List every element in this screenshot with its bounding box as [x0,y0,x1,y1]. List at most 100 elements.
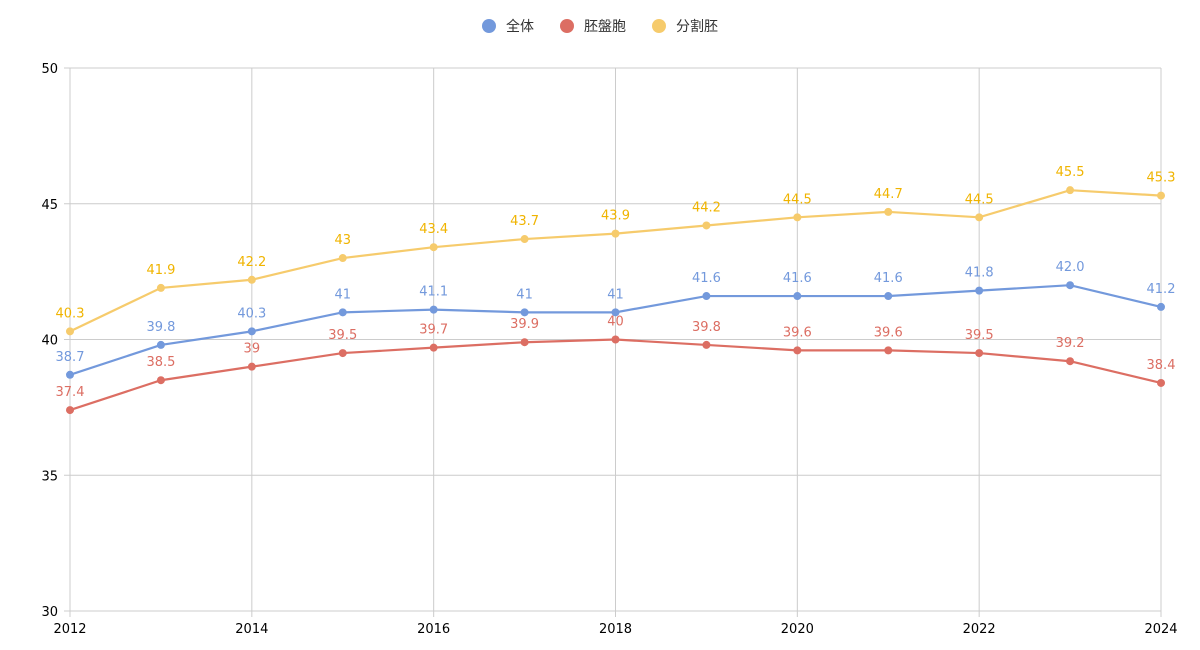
data-point [429,343,438,352]
data-point [66,370,74,379]
data-label: 39.7 [419,323,448,338]
legend-item-cleavage[interactable]: 分割胚 [652,16,718,36]
legend-swatch [652,19,666,33]
data-point [338,308,347,317]
data-point [702,340,711,349]
data-label: 39.8 [146,320,175,335]
data-label: 43 [334,233,351,248]
data-label: 39.2 [1056,336,1085,351]
data-label: 39.5 [328,328,357,343]
data-point [338,349,347,358]
x-tick-label: 2022 [963,622,996,637]
data-point [66,327,74,336]
legend-label: 全体 [506,19,534,35]
data-point [66,406,74,415]
data-point [611,335,620,344]
data-label: 37.4 [56,385,85,400]
data-point [884,207,893,216]
data-point [1066,186,1075,195]
data-point [975,213,984,222]
data-point [247,362,256,371]
data-point [1157,191,1165,200]
data-label: 41 [516,287,533,302]
data-point [1066,357,1075,366]
data-label: 39.8 [692,320,721,335]
data-label: 41.1 [419,285,448,300]
data-label: 41 [607,287,624,302]
data-point [702,221,711,230]
x-tick-label: 2018 [599,622,632,637]
data-label: 38.7 [56,350,85,365]
data-point [520,338,529,347]
data-label: 41 [334,287,351,302]
data-label: 40 [607,315,624,330]
data-point [1066,281,1075,290]
data-label: 39.6 [783,325,812,340]
x-tick-label: 2024 [1144,622,1177,637]
data-label: 39.5 [965,328,994,343]
data-label: 41.2 [1147,282,1176,297]
y-tick-label: 35 [41,469,58,484]
data-label: 41.6 [783,271,812,286]
data-point [611,229,620,238]
y-tick-label: 30 [41,605,58,620]
data-label: 40.3 [237,306,266,321]
data-point [793,292,802,301]
data-point [247,327,256,336]
y-tick-label: 45 [41,198,58,213]
x-tick-label: 2020 [781,622,814,637]
data-point [702,292,711,301]
data-label: 39.6 [874,325,903,340]
data-point [520,308,529,317]
data-point [1157,378,1165,387]
y-tick-label: 50 [41,62,58,77]
data-point [156,283,165,292]
data-label: 44.5 [783,192,812,207]
data-point [884,292,893,301]
data-point [975,286,984,295]
y-tick-label: 40 [41,334,58,349]
data-label: 43.7 [510,214,539,229]
data-label: 41.6 [692,271,721,286]
x-tick-label: 2014 [235,622,268,637]
legend-label: 胚盤胞 [584,19,626,35]
data-point [793,213,802,222]
data-point [156,376,165,385]
data-label: 42.2 [237,255,266,270]
legend: 全体 胚盤胞 分割胚 [0,16,1200,36]
data-point [338,254,347,263]
data-label: 43.4 [419,222,448,237]
data-label: 44.2 [692,200,721,215]
legend-item-all[interactable]: 全体 [482,16,534,36]
data-label: 45.5 [1056,165,1085,180]
x-tick-label: 2016 [417,622,450,637]
legend-swatch [482,19,496,33]
data-point [611,308,620,317]
data-point [429,243,438,252]
data-label: 44.7 [874,187,903,202]
data-label: 39.9 [510,317,539,332]
data-label: 38.4 [1147,358,1176,373]
data-label: 40.3 [56,306,85,321]
legend-item-blastocyst[interactable]: 胚盤胞 [560,16,626,36]
data-point [429,305,438,314]
data-label: 42.0 [1056,260,1085,275]
data-label: 43.9 [601,209,630,224]
data-point [520,235,529,244]
data-label: 41.8 [965,266,994,281]
data-point [1157,302,1165,311]
data-label: 41.6 [874,271,903,286]
data-label: 41.9 [146,263,175,278]
data-point [975,349,984,358]
data-label: 44.5 [965,192,994,207]
data-point [884,346,893,355]
legend-swatch [560,19,574,33]
legend-label: 分割胚 [676,19,718,35]
data-point [156,340,165,349]
x-tick-label: 2012 [53,622,86,637]
data-label: 39 [244,342,261,357]
data-label: 38.5 [146,355,175,370]
data-label: 45.3 [1147,171,1176,186]
